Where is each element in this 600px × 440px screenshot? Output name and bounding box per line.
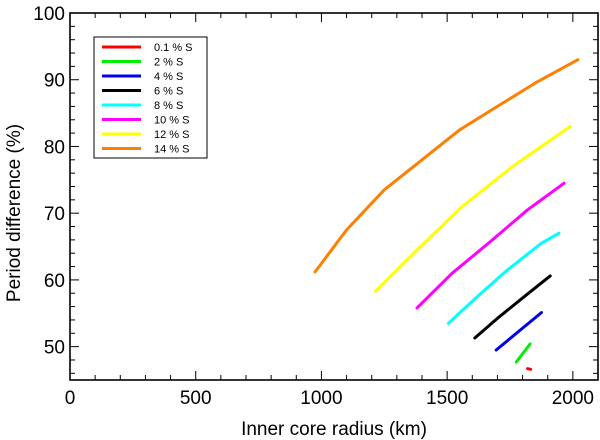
series-line-5	[446, 231, 561, 325]
legend-label: 10 % S	[154, 115, 189, 127]
x-tick-label: 0	[65, 388, 76, 409]
y-tick-label: 90	[44, 71, 65, 92]
y-tick-label: 80	[44, 137, 65, 158]
series-line-7	[374, 124, 572, 293]
x-tick-label: 500	[180, 388, 212, 409]
legend: 0.1 % S 2 % S 4 % S 6 % S 8 % S 10 % S 12 % S 1…	[93, 36, 208, 159]
legend-label: 6 % S	[154, 86, 183, 98]
y-tick-label: 60	[44, 271, 65, 292]
legend-label: 14 % S	[154, 144, 189, 156]
x-tick-label: 2000	[552, 388, 594, 409]
legend-box	[93, 36, 208, 159]
legend-label: 2 % S	[154, 57, 183, 69]
series-line-1	[526, 367, 533, 371]
plot-frame	[69, 12, 599, 381]
y-axis-title: Period difference (%)	[4, 124, 25, 302]
x-axis-title: Inner core radius (km)	[241, 419, 427, 440]
legend-label: 8 % S	[154, 100, 183, 112]
y-tick-label: 100	[33, 4, 65, 25]
series-line-6	[415, 181, 566, 310]
series-line-3	[494, 311, 543, 352]
legend-label: 4 % S	[154, 71, 183, 83]
x-tick-label: 1500	[426, 388, 468, 409]
y-tick-label: 50	[44, 338, 65, 359]
x-tick-label: 1000	[300, 388, 342, 409]
legend-label: 12 % S	[154, 129, 189, 141]
axes-layer: 0 500 1000 1500 2000 50 60 70 80 90 100	[33, 4, 599, 409]
series-line-2	[514, 342, 532, 364]
series-line-4	[473, 274, 552, 340]
series-layer	[313, 58, 580, 371]
y-tick-label: 70	[44, 204, 65, 225]
series-line-8	[313, 58, 580, 274]
legend-label: 0.1 % S	[154, 42, 193, 54]
